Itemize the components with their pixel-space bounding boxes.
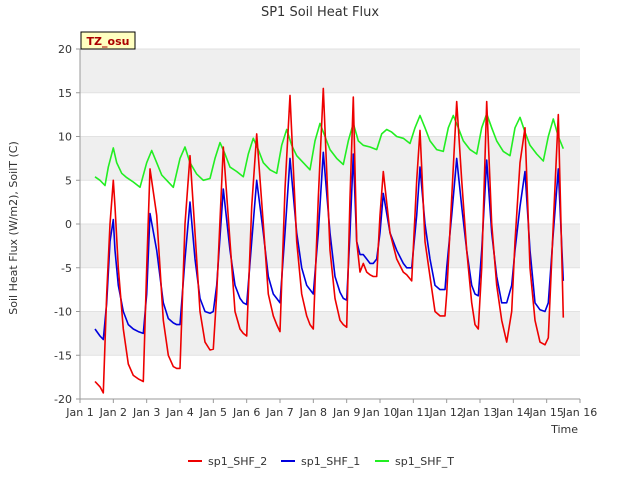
x-tick-label: Jan 11 [395,406,430,419]
tz-badge-label: TZ_osu [87,35,130,48]
legend-label-sp1_SHF_1: sp1_SHF_1 [301,455,360,468]
x-axis-label: Time [550,423,578,436]
tz-badge: TZ_osu [80,31,136,50]
x-tick-label: Jan 13 [462,406,497,419]
y-tick-label: 10 [58,131,72,144]
series-layer [94,87,565,394]
x-tick-label: Jan 16 [562,406,597,419]
plot-band [80,136,580,181]
legend: sp1_SHF_2 sp1_SHF_1 sp1_SHF_T [188,455,454,468]
plot-band [80,49,580,93]
y-tick-label: -15 [54,349,72,362]
y-tick-label: -20 [54,393,72,406]
y-tick-label: 15 [58,87,72,100]
y-axis-ticks: -20 -15 -10 -5 0 5 10 15 20 [54,43,80,406]
x-tick-label: Jan 4 [165,406,193,419]
y-tick-label: 5 [65,174,72,187]
legend-label-sp1_SHF_T: sp1_SHF_T [395,455,454,468]
x-axis-ticks: Jan 1 Jan 2 Jan 3 Jan 4 Jan 5 Jan 6 Jan 7 Jan 8… [65,399,597,419]
x-tick-label: Jan 12 [428,406,463,419]
x-tick-label: Jan 10 [362,406,397,419]
x-tick-label: Jan 1 [65,406,93,419]
y-tick-label: 0 [65,218,72,231]
x-tick-label: Jan 2 [99,406,127,419]
x-tick-label: Jan 14 [495,406,530,419]
x-tick-label: Jan 7 [265,406,293,419]
y-tick-label: -10 [54,306,72,319]
legend-label-sp1_SHF_2: sp1_SHF_2 [208,455,267,468]
x-tick-label: Jan 15 [528,406,563,419]
y-axis-label: Soil Heat Flux (W/m2), SoilT (C) [7,141,20,314]
y-tick-label: -5 [61,262,72,275]
x-tick-label: Jan 3 [132,406,160,419]
series-line-sp1_SHF_2 [94,87,565,394]
x-tick-label: Jan 8 [299,406,327,419]
series-line-sp1_SHF_1 [94,151,565,341]
x-tick-label: Jan 5 [199,406,227,419]
grid-lines [80,48,580,400]
chart-title: SP1 Soil Heat Flux [261,5,379,20]
x-tick-label: Jan 9 [332,406,360,419]
y-tick-label: 20 [58,43,72,56]
x-tick-label: Jan 6 [232,406,260,419]
